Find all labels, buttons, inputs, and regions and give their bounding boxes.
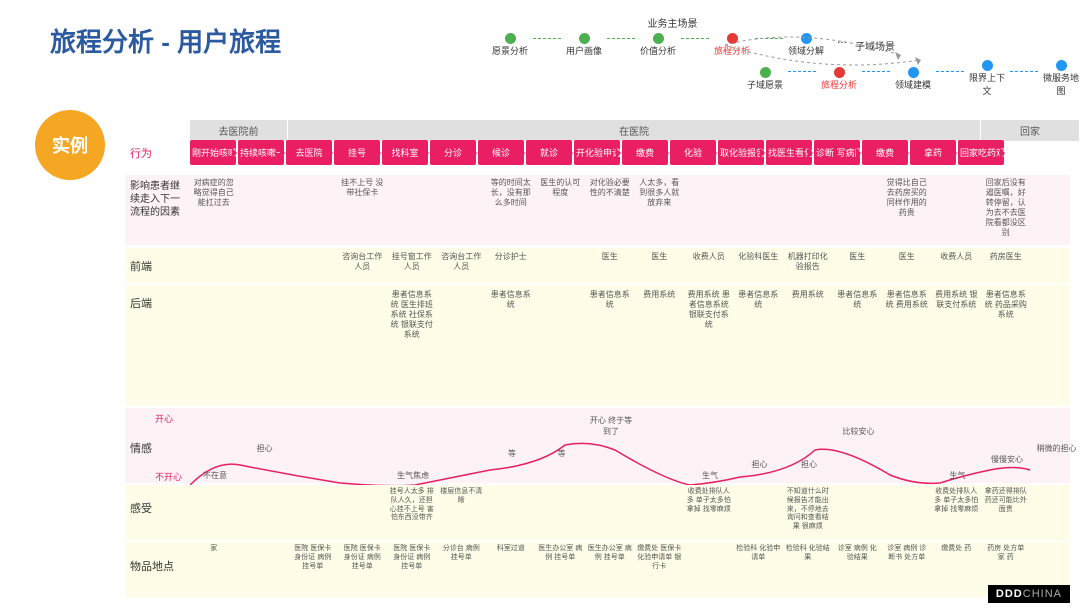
back-cells: 患者信息系统 医生排班系统 社保系统 银联支付系统患者信息系统患者信息系统费用系… bbox=[190, 290, 1030, 340]
example-badge: 实例 bbox=[35, 110, 105, 180]
sub-nav: 子域场景 子域愿景旅程分析领域建模限界上下文微服务地图 bbox=[745, 60, 1080, 97]
row-behavior: 行为 bbox=[130, 145, 185, 161]
row-back: 后端 bbox=[130, 295, 185, 311]
row-factors: 影响患者继续走入下一流程的因素 bbox=[130, 180, 185, 219]
action-row: 刚开始咳嗽持续咳嗽一周去医院挂号找科室分诊候诊就诊开化验申请缴费化验取化验报告找… bbox=[190, 140, 1004, 165]
page-title: 旅程分析 - 用户旅程 bbox=[50, 22, 281, 59]
row-front: 前端 bbox=[130, 258, 185, 274]
subnav-label: 子域场景 bbox=[855, 38, 895, 53]
row-emotion: 情感 bbox=[130, 440, 185, 456]
happy-label: 开心 bbox=[155, 412, 210, 425]
items-cells: 家医院 医保卡 身份证 病例 挂号单医院 医保卡 身份证 病例 挂号单医院 医保… bbox=[190, 545, 1030, 571]
top-nav: 业务主场景 愿景分析用户画像价值分析旅程分析领域分解… bbox=[490, 15, 855, 57]
topnav-label: 业务主场景 bbox=[490, 15, 855, 30]
factors-cells: 对病症的忽略觉得自己能扛过去挂不上号 没带社保卡等的时间太长，没有那么多时间医生… bbox=[190, 178, 1030, 238]
row-items: 物品地点 bbox=[130, 558, 185, 574]
front-cells: 咨询台工作人员挂号窗工作人员咨询台工作人员分诊护士医生医生收费人员化验科医生机器… bbox=[190, 252, 1030, 272]
logo: DDDCHINA bbox=[988, 585, 1070, 603]
phase-header: 去医院前在医院回家 bbox=[190, 120, 1080, 141]
feel-cells: 挂号人太多 排队人久，还担心挂不上号 害怕东西没带齐楼层信息不清晰收费处排队人多… bbox=[190, 488, 1030, 532]
row-feel: 感受 bbox=[130, 500, 185, 516]
